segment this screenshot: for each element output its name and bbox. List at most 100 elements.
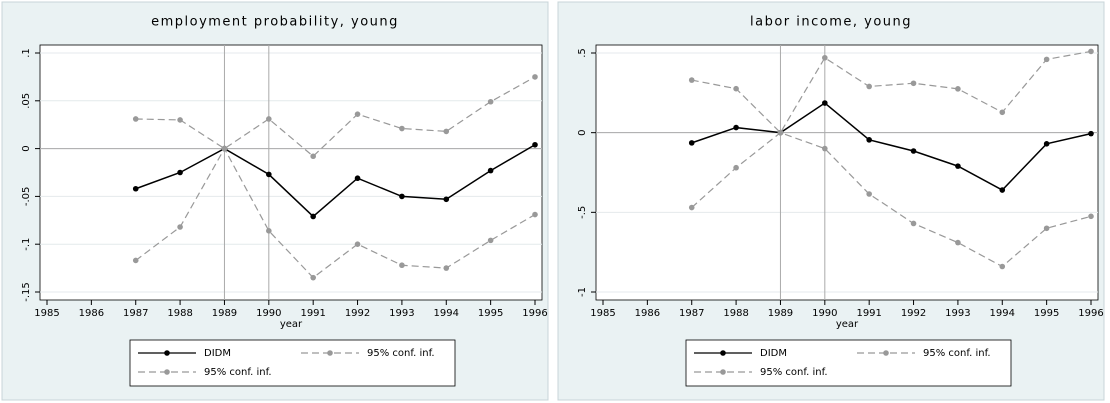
point xyxy=(399,125,405,132)
x-tick-label: 1993 xyxy=(389,308,414,319)
x-tick-label: 1996 xyxy=(1078,308,1103,319)
point xyxy=(177,117,183,123)
y-tick-label: -.1 xyxy=(21,238,32,251)
x-tick-label: 1993 xyxy=(945,308,970,319)
x-tick-label: 1985 xyxy=(34,308,59,319)
point xyxy=(688,77,695,83)
point xyxy=(999,263,1006,270)
point xyxy=(822,54,828,61)
point xyxy=(955,86,961,92)
x-tick-label: 1988 xyxy=(167,308,192,319)
point xyxy=(177,224,183,230)
x-tick-label: 1992 xyxy=(901,308,926,319)
point xyxy=(999,109,1006,116)
point xyxy=(443,265,450,271)
point xyxy=(866,191,872,197)
point xyxy=(443,196,450,203)
point xyxy=(822,100,828,106)
legend-marker xyxy=(883,350,889,356)
point xyxy=(310,153,316,160)
point xyxy=(1088,48,1094,55)
point xyxy=(310,213,316,220)
legend xyxy=(129,339,456,387)
point xyxy=(487,167,494,174)
point xyxy=(532,74,538,80)
point xyxy=(266,228,272,234)
x-tick-label: 1987 xyxy=(123,308,148,319)
point xyxy=(910,220,917,227)
legend xyxy=(685,339,1012,387)
point xyxy=(1088,130,1094,137)
x-axis-label: year xyxy=(280,319,303,330)
x-tick-label: 1989 xyxy=(768,308,793,319)
y-tick-label: .5 xyxy=(577,48,588,58)
x-tick-label: 1991 xyxy=(856,308,881,319)
point xyxy=(866,137,872,143)
series-line xyxy=(691,50,1092,134)
legend-marker xyxy=(720,350,726,356)
point xyxy=(399,262,405,269)
x-tick-label: 1986 xyxy=(635,308,660,319)
x-tick-label: 1994 xyxy=(434,308,459,319)
legend-label: 95% conf. inf. xyxy=(760,367,828,378)
y-tick-label: -1 xyxy=(577,287,588,297)
legend-label: 95% conf. inf. xyxy=(204,367,272,378)
legend-label: 95% conf. inf. xyxy=(367,348,435,359)
point xyxy=(910,80,917,87)
y-tick-label: -.15 xyxy=(21,282,32,302)
x-tick-label: 1995 xyxy=(1034,308,1059,319)
legend-label: DIDM xyxy=(760,348,787,359)
panel: employment probability, young -.15 -.1 -.05… xyxy=(1,1,549,401)
point xyxy=(1043,56,1050,63)
point xyxy=(132,116,139,122)
x-tick-label: 1988 xyxy=(723,308,748,319)
point xyxy=(955,239,961,246)
point xyxy=(532,141,538,148)
series-line xyxy=(691,131,1092,268)
y-tick-label: -.5 xyxy=(577,206,588,219)
x-tick-label: 1992 xyxy=(345,308,370,319)
y-tick-label: .05 xyxy=(21,93,32,109)
point xyxy=(443,128,450,135)
plot-area xyxy=(595,44,1099,301)
point xyxy=(177,169,183,176)
point xyxy=(310,274,316,281)
point xyxy=(999,187,1006,193)
point xyxy=(221,145,228,152)
point xyxy=(354,111,361,117)
x-axis-label: year xyxy=(836,319,859,330)
point xyxy=(132,257,139,264)
point xyxy=(354,241,361,247)
point xyxy=(733,85,739,92)
x-tick-label: 1985 xyxy=(590,308,615,319)
x-tick-label: 1994 xyxy=(990,308,1015,319)
legend-marker xyxy=(164,350,170,356)
y-tick-label: .1 xyxy=(21,48,32,58)
plot-area xyxy=(39,44,543,301)
point xyxy=(399,193,405,200)
point xyxy=(733,124,739,131)
x-tick-label: 1990 xyxy=(256,308,281,319)
point xyxy=(1043,141,1050,147)
x-tick-label: 1986 xyxy=(79,308,104,319)
legend-label: DIDM xyxy=(204,348,231,359)
x-tick-label: 1990 xyxy=(812,308,837,319)
series-line xyxy=(135,144,536,218)
x-tick-label: 1991 xyxy=(300,308,325,319)
point xyxy=(1043,225,1050,232)
point xyxy=(132,185,139,192)
point xyxy=(866,83,872,90)
point xyxy=(487,237,494,244)
x-tick-label: 1996 xyxy=(522,308,547,319)
point xyxy=(955,163,961,169)
point xyxy=(822,145,828,152)
point xyxy=(266,116,272,122)
series-line xyxy=(691,102,1092,191)
x-tick-label: 1989 xyxy=(212,308,237,319)
point xyxy=(487,98,494,105)
point xyxy=(266,171,272,178)
chart-title: labor income, young xyxy=(750,15,912,30)
legend-marker xyxy=(720,369,726,375)
x-tick-label: 1995 xyxy=(478,308,503,319)
